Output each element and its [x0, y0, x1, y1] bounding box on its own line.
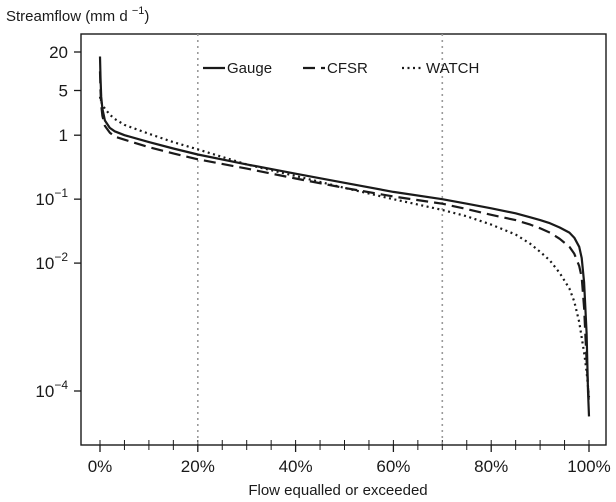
series-line-cfsr: [98, 71, 591, 406]
y-tick-label: 20: [49, 43, 68, 62]
y-axis-title: Streamflow (mm d −1): [6, 5, 149, 25]
x-tick-label: 40%: [279, 457, 313, 476]
legend: Gauge CFSR WATCH: [203, 60, 479, 77]
y-tick-label: 1: [59, 126, 68, 145]
series-line-watch: [98, 96, 591, 398]
plot-frame: [80, 33, 607, 446]
y-tick-label: 10−1: [35, 186, 68, 209]
legend-label-cfsr: CFSR: [327, 60, 368, 77]
legend-label-watch: WATCH: [426, 60, 479, 77]
series-line-gauge: [98, 56, 591, 417]
legend-label-gauge: Gauge: [227, 60, 272, 77]
y-tick-label: 10−2: [35, 250, 68, 273]
y-tick-label: 5: [59, 82, 68, 101]
axis-layer: 20 5 1 10−1 10−2 10−4 0% 20% 40% 60% 80% 100%: [35, 33, 611, 476]
x-tick-label: 80%: [474, 457, 508, 476]
y-tick-label: 10−4: [35, 378, 68, 401]
x-axis-title: Flow equalled or exceeded: [248, 482, 427, 499]
x-tick-label: 60%: [376, 457, 410, 476]
x-tick-label: 0%: [88, 457, 113, 476]
x-tick-label: 100%: [567, 457, 610, 476]
reference-lines: [197, 34, 444, 445]
x-tick-label: 20%: [181, 457, 215, 476]
series-layer: [98, 56, 591, 417]
